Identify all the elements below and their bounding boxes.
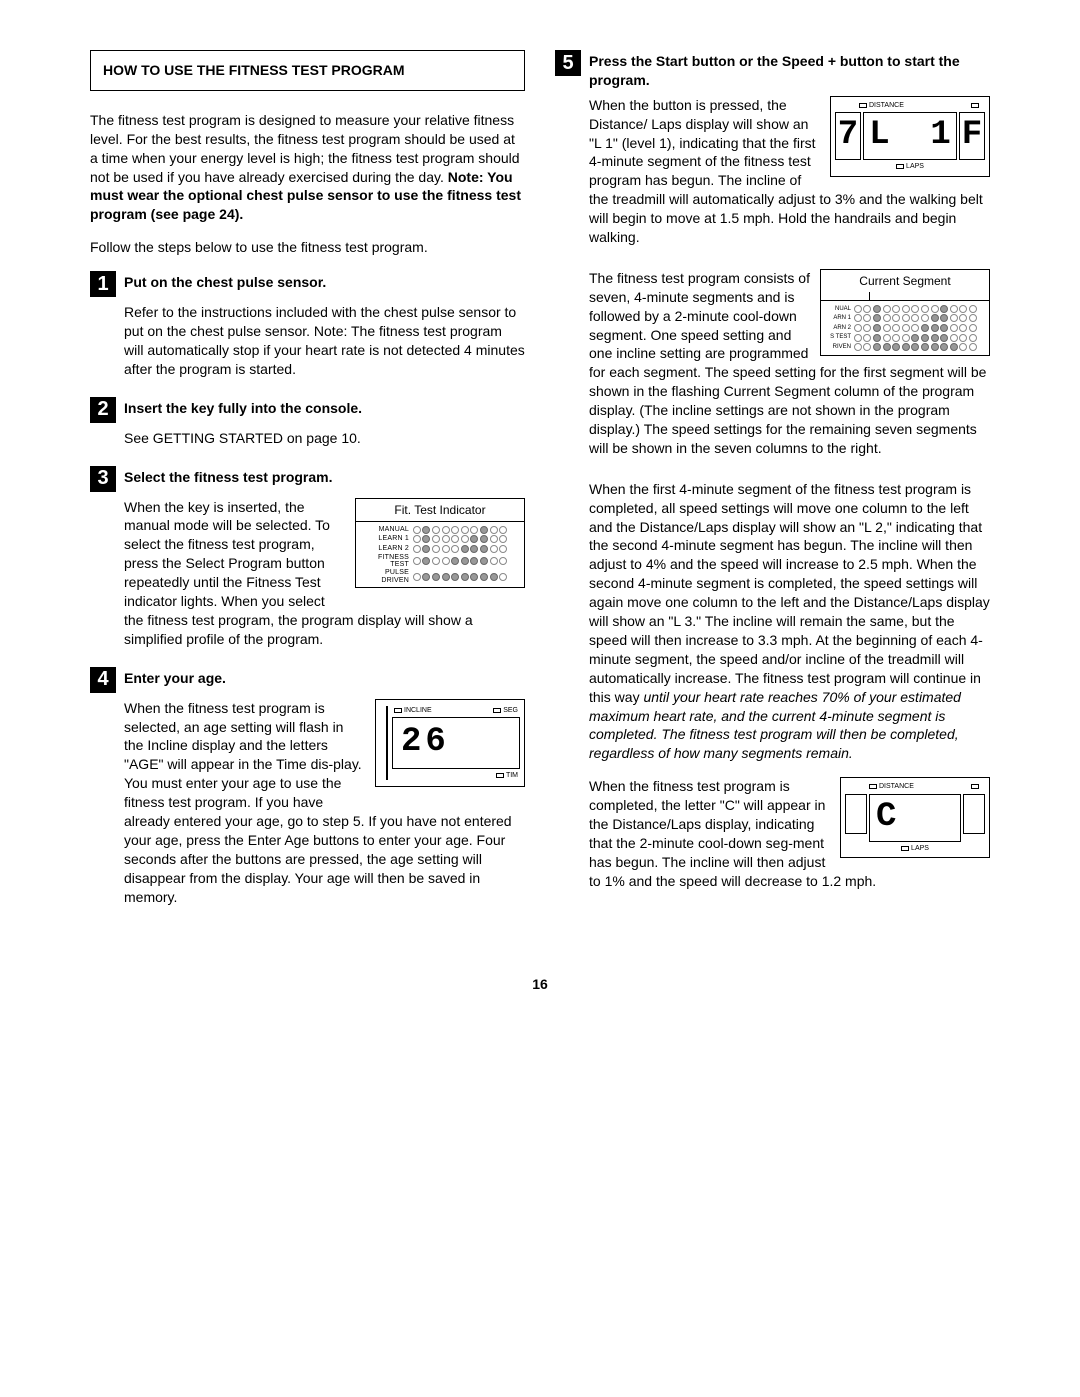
step-number-badge: 4 (90, 667, 116, 693)
step-number-badge: 2 (90, 397, 116, 423)
fit-test-indicator-figure: Fit. Test Indicator MANUAL LEARN 1 LEARN… (355, 498, 525, 589)
seg-char: 7 (835, 112, 861, 160)
laps-label: LAPS (845, 844, 985, 853)
matrix-row-label: ARN 1 (827, 315, 853, 322)
distance-label: DISTANCE (869, 782, 914, 791)
left-column: HOW TO USE THE FITNESS TEST PROGRAM The … (90, 50, 525, 925)
matrix-row-label: ARN 2 (827, 325, 853, 332)
incline-age-figure: INCLINE SEG 26 TIM (375, 699, 525, 788)
step-5-title: Press the Start button or the Speed + bu… (589, 50, 990, 90)
tim-label: TIM (496, 771, 518, 780)
intro-paragraph-2: Follow the steps below to use the fitnes… (90, 238, 525, 257)
distance-laps-figure-2: DISTANCE C LAPS (840, 777, 990, 858)
right-column: 5 Press the Start button or the Speed + … (555, 50, 990, 925)
step-1-header: 1 Put on the chest pulse sensor. (90, 271, 525, 297)
step-4-header: 4 Enter your age. (90, 667, 525, 693)
matrix-row-label: PULSE DRIVEN (362, 569, 412, 584)
age-display-value: 26 (401, 720, 450, 766)
step-1-body: Refer to the instructions included with … (124, 303, 525, 379)
step-5-body: DISTANCE 7 L 1 F LAPS When the button is… (589, 96, 990, 891)
matrix-row-label: NUAL (827, 306, 853, 313)
step-1-title: Put on the chest pulse sensor. (124, 271, 326, 297)
matrix-row-label: RIVEN (827, 344, 853, 351)
matrix-row-label: LEARN 2 (362, 545, 412, 553)
step-3-body: Fit. Test Indicator MANUAL LEARN 1 LEARN… (124, 498, 525, 649)
step-5-p3a: When the first 4-minute segment of the f… (589, 481, 990, 705)
laps-label: LAPS (835, 162, 985, 171)
matrix-row-label: LEARN 1 (362, 535, 412, 543)
intro-paragraph-1: The fitness test program is designed to … (90, 111, 525, 224)
step-5-p3: When the first 4-minute segment of the f… (589, 480, 990, 763)
distance-laps-figure-1: DISTANCE 7 L 1 F LAPS (830, 96, 990, 177)
step-4-body-a: When the fitness test program is selecte… (124, 700, 343, 773)
step-4-body: INCLINE SEG 26 TIM When the fitness test… (124, 699, 525, 907)
seg-main: L 1 (863, 112, 957, 160)
seg-char: F (959, 112, 985, 160)
step-number-badge: 3 (90, 466, 116, 492)
step-5-p3b-italic: until your heart rate reaches 70% of you… (589, 689, 961, 762)
section-header: HOW TO USE THE FITNESS TEST PROGRAM (90, 50, 525, 91)
step-number-badge: 1 (90, 271, 116, 297)
step-5-p4a: When the fitness test program is complet… (589, 778, 825, 851)
matrix-row-label: S TEST (827, 334, 853, 341)
seg-char-c: C (869, 794, 961, 842)
current-segment-figure: Current Segment NUAL ARN 1 ARN 2 S TEST … (820, 269, 990, 356)
matrix-row-label: MANUAL (362, 526, 412, 534)
seg-label: SEG (493, 706, 518, 715)
figure-label: Fit. Test Indicator (356, 499, 524, 521)
incline-label: INCLINE (394, 706, 432, 715)
step-3-header: 3 Select the fitness test program. (90, 466, 525, 492)
figure-label: Current Segment (821, 270, 989, 292)
step-2-title: Insert the key fully into the console. (124, 397, 362, 423)
step-5-header: 5 Press the Start button or the Speed + … (555, 50, 990, 90)
step-2-header: 2 Insert the key fully into the console. (90, 397, 525, 423)
step-3-title: Select the fitness test program. (124, 466, 333, 492)
matrix-row-label: FITNESS TEST (362, 554, 412, 569)
step-4-title: Enter your age. (124, 667, 226, 693)
distance-label: DISTANCE (859, 101, 904, 110)
step-5-p1a: When the button is pressed, the Distance… (589, 97, 816, 170)
page-number: 16 (90, 975, 990, 994)
step-2-body: See GETTING STARTED on page 10. (124, 429, 525, 448)
step-number-badge: 5 (555, 50, 581, 76)
